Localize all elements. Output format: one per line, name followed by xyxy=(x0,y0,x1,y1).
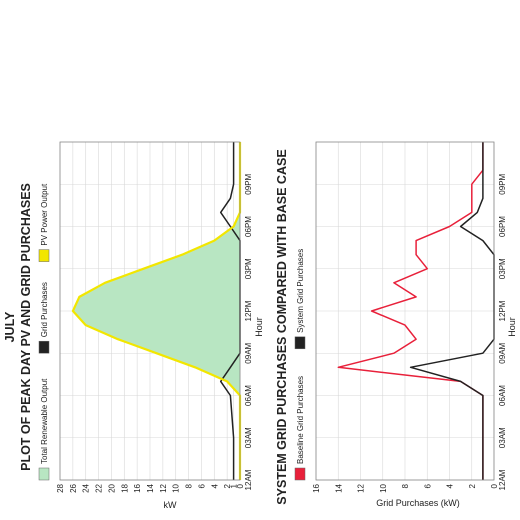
chart2-xtick-label: 03PM xyxy=(498,258,507,279)
chart1-legend-label-pv-power-output: PV Power Output xyxy=(40,183,49,246)
chart1-legend-swatch-total-renewable-output xyxy=(38,467,50,481)
chart2-xtick-label: 03AM xyxy=(498,427,507,448)
chart1-title: PLOT OF PEAK DAY PV AND GRID PURCHASES xyxy=(19,183,33,471)
chart-image: JULY PLOT OF PEAK DAY PV AND GRID PURCHA… xyxy=(3,141,517,510)
chart2-grid xyxy=(315,142,495,481)
chart1-xtick-label: 12AM xyxy=(244,469,253,490)
chart1-ytick-label: 14 xyxy=(146,483,155,492)
chart1-ytick-label: 12 xyxy=(159,483,168,492)
chart2-ytick-label: 16 xyxy=(312,483,321,492)
chart2-legend: Baseline Grid Purchases System Grid Purch… xyxy=(294,249,306,481)
chart2-legend-swatch-baseline-grid-purchases xyxy=(294,467,306,481)
charts-svg: JULY PLOT OF PEAK DAY PV AND GRID PURCHA… xyxy=(3,141,517,510)
chart1-ytick-label: 4 xyxy=(210,483,219,488)
chart1-ytick-label: 24 xyxy=(82,483,91,492)
chart2-ytick-label: 2 xyxy=(468,483,477,488)
chart2-ytick-label: 14 xyxy=(334,483,343,492)
chart2-ytick-label: 8 xyxy=(401,483,410,488)
chart2-title: SYSTEM GRID PURCHASES COMPARED WITH BASE… xyxy=(275,149,289,504)
chart2-legend-label-system-grid-purchases: System Grid Purchases xyxy=(296,249,305,333)
chart1-xtick-label: 09PM xyxy=(244,173,253,194)
chart2-ytick-label: 6 xyxy=(423,483,432,488)
chart2-xtick-label: 12PM xyxy=(498,300,507,321)
chart2-xtick-label: 06PM xyxy=(498,216,507,237)
chart1-ytick-label: 20 xyxy=(107,483,116,492)
chart1-ytick-label: 28 xyxy=(56,483,65,492)
chart1-ytick-label: 22 xyxy=(95,483,104,492)
chart1-legend-label-grid-purchases: Grid Purchases xyxy=(40,282,49,337)
chart1-legend-swatch-pv-power-output xyxy=(38,249,50,262)
chart2-xtick-label: 09PM xyxy=(498,173,507,194)
chart1-xtick-label: 03PM xyxy=(244,258,253,279)
chart1-ytick-label: 18 xyxy=(120,483,129,492)
chart1-legend: Total Renewable Output Grid Purchases PV P… xyxy=(38,183,50,481)
chart1-xtick-label: 06AM xyxy=(244,385,253,406)
chart1-xtick-label: 12PM xyxy=(244,300,253,321)
chart2-ytick-label: 12 xyxy=(357,483,366,492)
chart1-xtick-label: 06PM xyxy=(244,216,253,237)
chart1-series-total-renewable-output xyxy=(72,142,240,480)
chart2-xtick-label: 06AM xyxy=(498,385,507,406)
chart1-legend-swatch-grid-purchases xyxy=(38,340,50,354)
chart-system-grid: SYSTEM GRID PURCHASES COMPARED WITH BASE… xyxy=(275,141,517,508)
chart1-legend-label-total-renewable-output: Total Renewable Output xyxy=(40,378,49,464)
chart1-xtick-label: 03AM xyxy=(244,427,253,448)
chart2-legend-label-baseline-grid-purchases: Baseline Grid Purchases xyxy=(296,376,305,464)
chart2-ylabel: Grid Purchases (kW) xyxy=(376,498,460,508)
chart2-xlabel: Hour xyxy=(507,317,517,337)
chart2-xtick-label: 12AM xyxy=(498,469,507,490)
chart1-ytick-label: 6 xyxy=(197,483,206,488)
chart1-ytick-label: 2 xyxy=(223,483,232,488)
chart1-ytick-label: 8 xyxy=(185,483,194,488)
chart1-ylabel: kW xyxy=(164,500,178,510)
chart-pv-grid: PLOT OF PEAK DAY PV AND GRID PURCHASES T… xyxy=(19,141,264,510)
chart1-ytick-label: 26 xyxy=(69,483,78,492)
chart2-ytick-label: 10 xyxy=(379,483,388,492)
chart1-marks xyxy=(71,142,242,480)
chart2-xtick-label: 09AM xyxy=(498,342,507,363)
page-title: JULY xyxy=(3,311,17,342)
chart1-xtick-label: 09AM xyxy=(244,342,253,363)
chart1-ytick-label: 16 xyxy=(133,483,142,492)
chart1-xlabel: Hour xyxy=(254,317,264,337)
chart2-ytick-label: 4 xyxy=(446,483,455,488)
chart1-ytick-label: 10 xyxy=(172,483,181,492)
rotated-page: JULY PLOT OF PEAK DAY PV AND GRID PURCHA… xyxy=(0,134,520,520)
chart2-legend-swatch-system-grid-purchases xyxy=(294,336,306,350)
